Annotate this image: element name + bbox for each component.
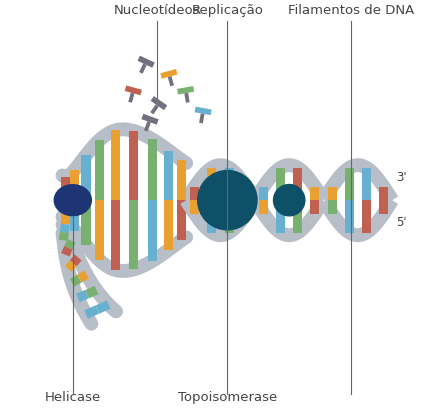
Polygon shape bbox=[276, 200, 285, 232]
Polygon shape bbox=[81, 155, 90, 200]
Text: 3': 3' bbox=[395, 171, 406, 184]
Polygon shape bbox=[224, 200, 233, 232]
Polygon shape bbox=[293, 200, 302, 232]
Polygon shape bbox=[160, 69, 177, 79]
Polygon shape bbox=[207, 168, 216, 200]
Polygon shape bbox=[258, 187, 268, 200]
Polygon shape bbox=[224, 168, 233, 200]
Polygon shape bbox=[194, 107, 211, 115]
Polygon shape bbox=[190, 187, 199, 200]
Text: Replicação: Replicação bbox=[191, 4, 263, 17]
Polygon shape bbox=[258, 200, 268, 214]
Polygon shape bbox=[137, 56, 154, 68]
Circle shape bbox=[273, 185, 304, 216]
Polygon shape bbox=[59, 232, 69, 241]
Polygon shape bbox=[64, 239, 75, 249]
Polygon shape bbox=[69, 254, 81, 266]
Polygon shape bbox=[111, 130, 120, 200]
Polygon shape bbox=[190, 200, 199, 214]
Polygon shape bbox=[177, 160, 186, 200]
Polygon shape bbox=[76, 290, 89, 302]
Polygon shape bbox=[327, 200, 336, 214]
Polygon shape bbox=[199, 113, 204, 123]
Polygon shape bbox=[61, 246, 72, 256]
Polygon shape bbox=[69, 275, 81, 287]
Polygon shape bbox=[293, 168, 302, 200]
Polygon shape bbox=[310, 200, 319, 214]
Polygon shape bbox=[344, 200, 353, 232]
Polygon shape bbox=[95, 300, 110, 314]
Polygon shape bbox=[77, 271, 89, 283]
Polygon shape bbox=[139, 63, 146, 74]
Polygon shape bbox=[310, 187, 319, 200]
Polygon shape bbox=[124, 85, 141, 95]
Polygon shape bbox=[207, 200, 216, 232]
Polygon shape bbox=[60, 224, 70, 233]
Polygon shape bbox=[327, 187, 336, 200]
Polygon shape bbox=[111, 200, 120, 270]
Polygon shape bbox=[164, 200, 173, 249]
Polygon shape bbox=[164, 151, 173, 200]
Polygon shape bbox=[276, 168, 285, 200]
Polygon shape bbox=[361, 168, 370, 200]
Polygon shape bbox=[361, 200, 370, 232]
Polygon shape bbox=[70, 200, 79, 231]
Polygon shape bbox=[81, 200, 90, 245]
Polygon shape bbox=[141, 114, 158, 125]
Polygon shape bbox=[147, 139, 156, 200]
Polygon shape bbox=[70, 170, 79, 200]
Circle shape bbox=[197, 171, 256, 230]
Polygon shape bbox=[184, 93, 189, 103]
Polygon shape bbox=[147, 200, 156, 261]
Polygon shape bbox=[65, 260, 76, 272]
Text: Nucleotídeos: Nucleotídeos bbox=[114, 4, 200, 17]
Ellipse shape bbox=[54, 185, 91, 216]
Polygon shape bbox=[167, 76, 173, 86]
Polygon shape bbox=[95, 200, 104, 261]
Polygon shape bbox=[85, 286, 98, 298]
Text: Topoisomerase: Topoisomerase bbox=[177, 391, 276, 404]
Polygon shape bbox=[128, 93, 134, 103]
Text: Filamentos de DNA: Filamentos de DNA bbox=[287, 4, 413, 17]
Polygon shape bbox=[150, 96, 167, 110]
Polygon shape bbox=[378, 187, 387, 200]
Polygon shape bbox=[61, 177, 70, 200]
Polygon shape bbox=[150, 104, 158, 115]
Polygon shape bbox=[129, 131, 138, 200]
Polygon shape bbox=[95, 140, 104, 200]
Polygon shape bbox=[129, 200, 138, 269]
Polygon shape bbox=[177, 86, 194, 95]
Text: Helicase: Helicase bbox=[45, 391, 101, 404]
Text: 5': 5' bbox=[395, 217, 406, 229]
Polygon shape bbox=[378, 200, 387, 214]
Polygon shape bbox=[344, 168, 353, 200]
Polygon shape bbox=[177, 200, 186, 240]
Polygon shape bbox=[241, 187, 250, 200]
Polygon shape bbox=[84, 305, 99, 319]
Polygon shape bbox=[144, 121, 150, 132]
Polygon shape bbox=[61, 200, 70, 224]
Polygon shape bbox=[241, 200, 250, 214]
